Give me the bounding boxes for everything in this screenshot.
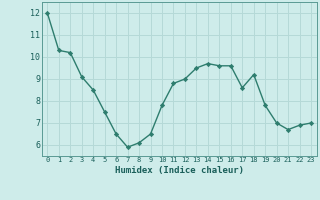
X-axis label: Humidex (Indice chaleur): Humidex (Indice chaleur)	[115, 166, 244, 175]
